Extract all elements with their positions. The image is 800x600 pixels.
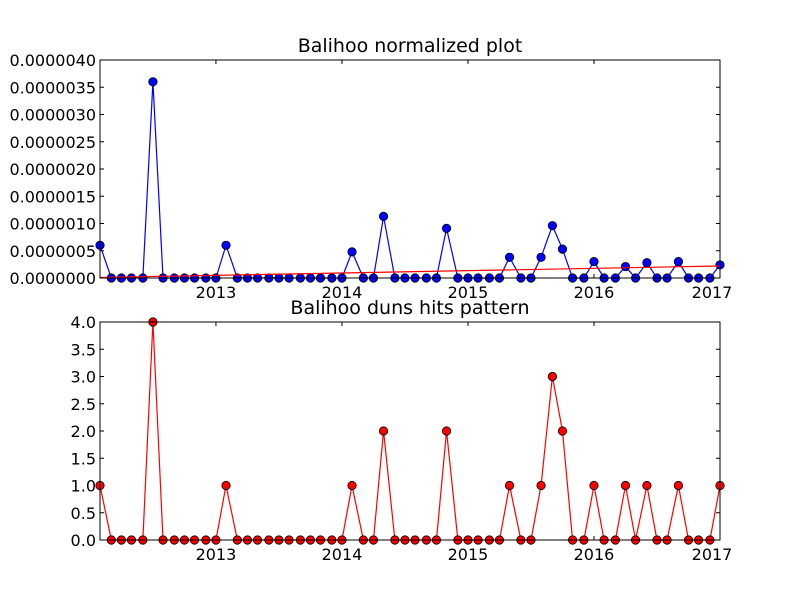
data-point [378, 426, 389, 436]
data-point [504, 252, 515, 262]
data-point [557, 244, 568, 254]
y-tick-label: 0.0000000 [9, 269, 96, 288]
series-line-1 [99, 265, 721, 279]
y-tick-label: 3.5 [71, 340, 96, 359]
x-tick-label: 2013 [196, 545, 237, 564]
y-tick-label: 0.0000010 [9, 215, 96, 234]
data-point [504, 480, 515, 491]
data-point [589, 480, 599, 491]
x-tick-label: 2016 [574, 545, 615, 564]
data-point [589, 257, 599, 267]
data-point [347, 247, 357, 257]
data-point [347, 480, 357, 491]
chart-title: Balihoo duns hits pattern [290, 297, 529, 319]
plot-frame [99, 59, 721, 279]
data-point [620, 261, 631, 272]
y-tick-labels: 0.0 0.5 1.0 1.5 2.0 2.5 3.0 3.5 4.0 [71, 313, 96, 550]
x-tick-label: 2016 [574, 283, 615, 302]
data-point [673, 480, 684, 491]
data-point [441, 426, 452, 436]
x-tick-labels: 2013 2014 2015 2016 2017 [196, 283, 733, 302]
y-tick-label: 0.0000040 [9, 51, 96, 70]
y-tick-label: 4.0 [71, 313, 96, 332]
y-tick-label: 0.0000025 [9, 133, 96, 152]
plot-frame [99, 321, 721, 541]
data-point [642, 258, 652, 268]
data-point [536, 252, 546, 262]
x-tick-label: 2015 [448, 283, 489, 302]
x-tick-label: 2017 [692, 545, 733, 564]
y-tick-label: 0.0000020 [9, 160, 96, 179]
y-tick-label: 0.0 [71, 531, 96, 550]
y-tick-label: 1.5 [71, 449, 96, 468]
y-tick-label: 0.0000015 [9, 187, 96, 206]
data-point [148, 77, 158, 87]
data-point [547, 371, 558, 382]
x-tick-label: 2017 [692, 283, 733, 302]
data-point [536, 480, 546, 491]
x-tick-labels: 2013 2014 2015 2016 2017 [196, 545, 733, 564]
y-tick-label: 1.0 [71, 477, 96, 496]
y-tick-label: 0.0000005 [9, 242, 96, 261]
y-tick-labels: 0.0000000 0.0000005 0.0000010 0.0000015 0.00… [9, 51, 96, 288]
y-tick-label: 2.5 [71, 395, 96, 414]
y-tick-label: 0.0000030 [9, 106, 96, 125]
x-tick-label: 2013 [196, 283, 237, 302]
y-tick-label: 3.0 [71, 368, 96, 387]
data-point [221, 240, 231, 250]
data-point [620, 480, 631, 491]
x-tick-label: 2015 [448, 545, 489, 564]
data-point [557, 426, 568, 436]
data-point [673, 257, 684, 267]
chart-title: Balihoo normalized plot [298, 35, 523, 57]
chart-duns-hits-pattern: Balihoo duns hits pattern 0.0 0.5 1.0 1.5 2.… [71, 297, 733, 564]
data-point [378, 211, 389, 222]
y-tick-label: 0.5 [71, 504, 96, 523]
y-tick-label: 0.0000035 [9, 78, 96, 97]
data-point [547, 221, 558, 231]
x-tick-label: 2014 [322, 545, 363, 564]
y-tick-label: 2.0 [71, 422, 96, 441]
chart-normalized-plot: Balihoo normalized plot 0.00000000.00000… [9, 35, 732, 302]
x-tick-label: 2014 [322, 283, 363, 302]
data-point [642, 480, 652, 491]
data-point [221, 480, 231, 491]
data-point [441, 223, 452, 234]
